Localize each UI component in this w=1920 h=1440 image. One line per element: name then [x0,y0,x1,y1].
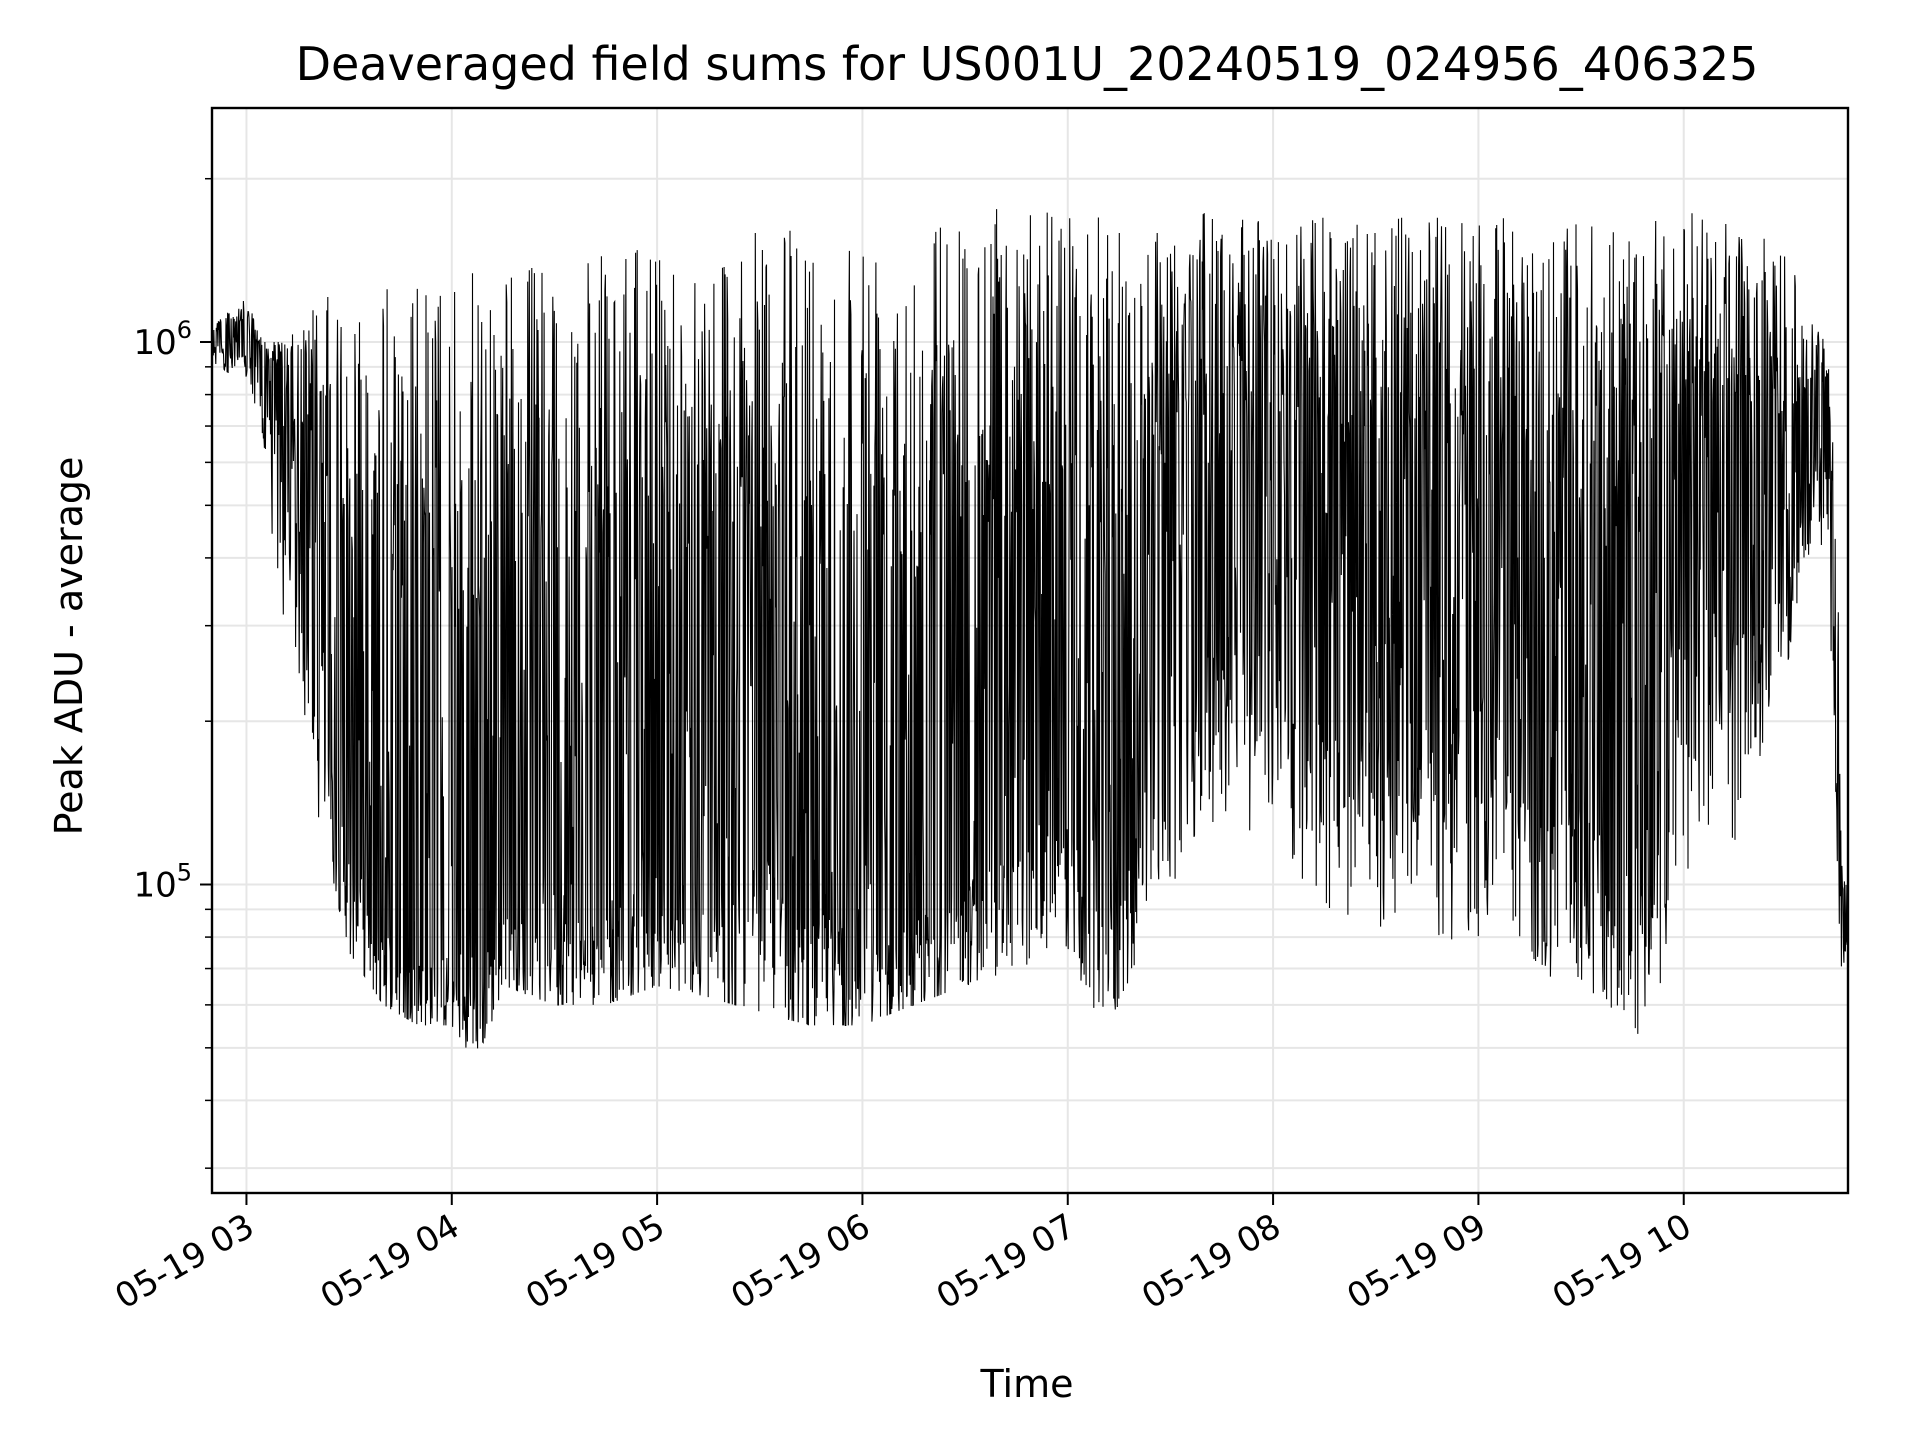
plot-frame [210,106,1850,1195]
chart-title: Deaveraged field sums for US001U_2024051… [296,37,1759,91]
x-axis-label: Time [980,1362,1074,1406]
data-series [211,209,1849,1049]
y-axis-label: Peak ADU - average [47,457,91,836]
y-tick-label: 106 [133,316,192,363]
y-tick-label: 105 [133,859,192,906]
series-line [211,209,1849,1049]
